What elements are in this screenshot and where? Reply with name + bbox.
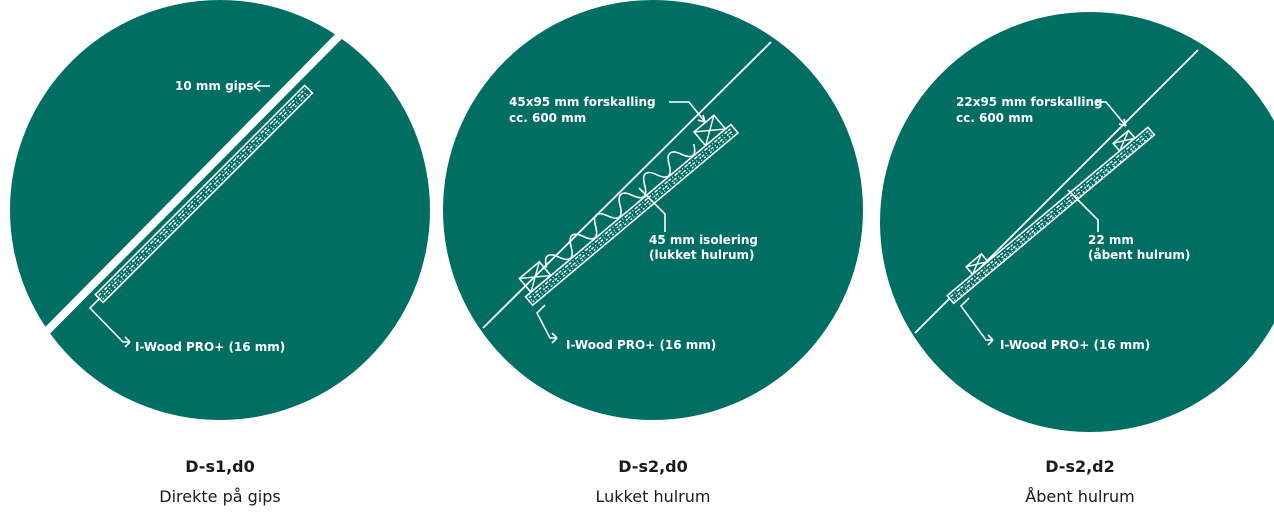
wall-build-up: [518, 114, 740, 307]
plaster-wall-line: [42, 32, 343, 336]
variant-subtitle: Lukket hulrum: [595, 487, 711, 506]
insulation-wave: [544, 143, 696, 268]
variant-subtitle: Direkte på gips: [159, 487, 281, 506]
isolering-leader: [638, 187, 666, 232]
wall-build-up: [946, 126, 1156, 305]
label-forskalling-2: cc. 600 mm: [956, 111, 1033, 125]
diagram-closed-cavity: 45x95 mm forskalling cc. 600 mm 45 mm is…: [443, 0, 863, 420]
section-circle: [443, 0, 863, 420]
label-forskalling-1: 45x95 mm forskalling: [509, 95, 656, 109]
variant-title: D-s2,d0: [618, 457, 688, 476]
label-forskalling-1: 22x95 mm forskalling: [956, 95, 1103, 109]
iwood-arrow-icon: [959, 297, 994, 346]
forskalling-arrow-icon: [669, 101, 706, 123]
label-hulrum-2: (åbent hulrum): [1088, 248, 1190, 262]
panel-closed-cavity: 45x95 mm forskalling cc. 600 mm 45 mm is…: [443, 0, 863, 513]
label-gips: 10 mm gips: [175, 79, 254, 93]
diagram-direct-on-plaster: 10 mm gips I-Wood PRO+ (16 mm): [10, 0, 430, 420]
variant-title: D-s1,d0: [185, 457, 255, 476]
label-isolering-1: 45 mm isolering: [649, 233, 758, 247]
hulrum-leader: [1067, 189, 1099, 232]
variant-subtitle: Åbent hulrum: [1025, 487, 1135, 506]
section-circle: [10, 0, 430, 420]
label-iwood: I-Wood PRO+ (16 mm): [1000, 338, 1150, 352]
label-hulrum-1: 22 mm: [1088, 233, 1134, 247]
section-circle: [880, 12, 1274, 432]
label-iwood: I-Wood PRO+ (16 mm): [135, 340, 285, 354]
iwood-board: [524, 123, 740, 307]
iwood-board: [946, 126, 1156, 305]
label-isolering-2: (lukket hulrum): [649, 248, 754, 262]
gips-arrow-icon: [253, 80, 270, 92]
label-forskalling-2: cc. 600 mm: [509, 111, 586, 125]
iwood-arrow-icon: [88, 297, 131, 348]
iwood-arrow-icon: [536, 304, 558, 344]
variant-title: D-s2,d2: [1045, 457, 1115, 476]
panel-direct-on-plaster: 10 mm gips I-Wood PRO+ (16 mm) D-s1,d0 D…: [10, 0, 430, 513]
panel-open-cavity: 22x95 mm forskalling cc. 600 mm 22 mm (å…: [870, 0, 1274, 513]
label-iwood: I-Wood PRO+ (16 mm): [566, 338, 716, 352]
forskalling-arrow-icon: [1096, 101, 1127, 127]
diagram-open-cavity: 22x95 mm forskalling cc. 600 mm 22 mm (å…: [880, 12, 1274, 432]
plaster-wall-line: [482, 41, 772, 329]
